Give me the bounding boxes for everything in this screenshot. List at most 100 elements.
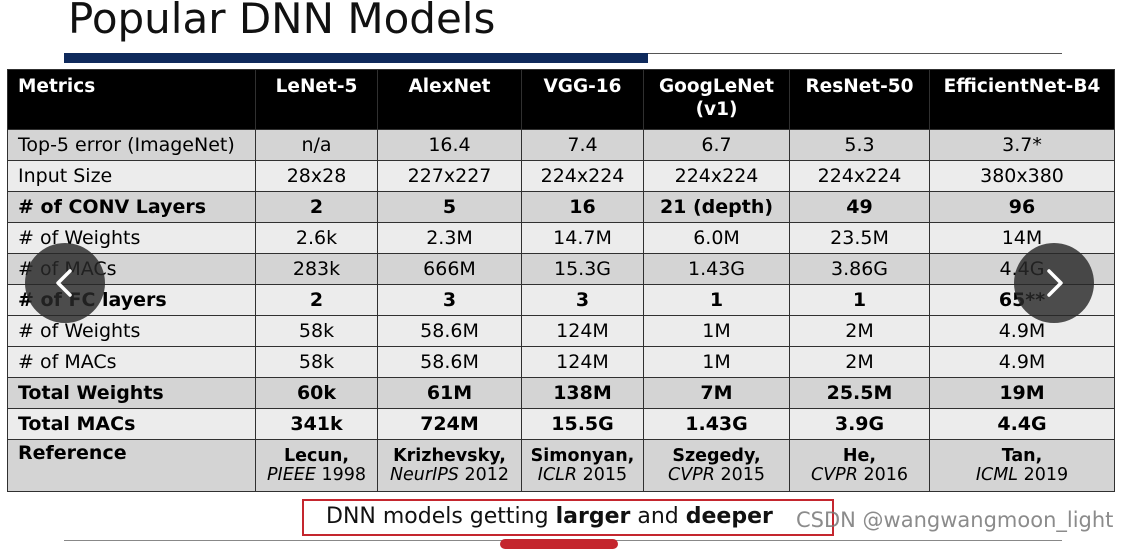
dnn-models-table: Metrics LeNet-5 AlexNet VGG-16 GoogLeNet… [7,69,1115,492]
table-row: # of CONV Layers 2 5 16 21 (depth) 49 96 [7,191,1115,223]
metric-label: # of MACs [7,346,256,378]
metric-value: 2M [789,315,930,347]
reference-author: Szegedy, [672,445,761,466]
metric-value: 1.43G [643,253,790,285]
title-accent-bar [64,53,648,63]
metric-value: 3.7* [929,129,1115,161]
reference-year: 2015 [577,464,628,485]
metric-value: 4.9M [929,315,1115,347]
metric-value: 61M [377,377,522,409]
metric-value: 224x224 [643,160,790,192]
table-row: # of FC layers2331165** [7,284,1115,316]
reference-venue: ICLR 2015 [523,464,643,485]
metric-label: Input Size [7,160,256,192]
reference-year: 2012 [458,464,510,485]
header-metrics: Metrics [7,69,256,130]
header-lenet: LeNet-5 [255,69,378,130]
metric-value: 6.0M [643,222,790,254]
callout-text-pre: DNN models getting [326,504,556,529]
metric-value: 724M [377,408,522,440]
reference-venue: PIEEE 1998 [257,464,377,485]
metric-value: 227x227 [377,160,522,192]
metric-value: 7.4 [521,129,644,161]
reference-year: 1998 [315,464,366,485]
metric-value: 25.5M [789,377,930,409]
table-row: # of Weights 58k 58.6M 124M 1M 2M 4.9M [7,315,1115,347]
reference-author: He, [842,445,877,466]
reference-cell: He, CVPR 2016 [789,439,930,492]
table-row: # of Weights 2.6k 2.3M 14.7M 6.0M 23.5M 14M [7,222,1115,254]
metric-value: 21 (depth) [643,191,790,223]
metric-value: 6.7 [643,129,790,161]
reference-author: Tan, [1001,445,1043,466]
metric-value: 96 [929,191,1115,223]
metric-label: Top-5 error (ImageNet) [7,129,256,161]
metric-value: 124M [521,315,644,347]
table-row: Total MACs 341k 724M 15.5G 1.43G 3.9G 4.4G [7,408,1115,440]
metric-label: # of CONV Layers [7,191,256,223]
reference-venue-name: PIEEE [267,464,316,485]
metric-value: 23.5M [789,222,930,254]
metric-label: Total Weights [7,377,256,409]
header-resnet: ResNet-50 [789,69,930,130]
metric-value: 58.6M [377,315,522,347]
callout-larger: larger [555,504,631,529]
header-alexnet: AlexNet [377,69,522,130]
reference-venue-name: NeurIPS [389,464,459,485]
metric-value: 2 [255,191,378,223]
reference-cell: Szegedy, CVPR 2015 [643,439,790,492]
metric-value: 3.9G [789,408,930,440]
metric-value: 5 [377,191,522,223]
metric-value: 224x224 [789,160,930,192]
metric-value: 58k [255,346,378,378]
metric-value: 283k [255,253,378,285]
metric-value: 380x380 [929,160,1115,192]
metric-value: 1 [643,284,790,316]
metric-label: # of Weights [7,315,256,347]
metric-value: 58k [255,315,378,347]
metric-value: 5.3 [789,129,930,161]
metric-value: 14.7M [521,222,644,254]
reference-venue: NeurIPS 2012 [379,464,521,485]
reference-year: 2019 [1018,464,1069,485]
metric-value: 4.4G [929,408,1115,440]
metric-value: 666M [377,253,522,285]
table-row: Top-5 error (ImageNet) n/a 16.4 7.4 6.7 5.3 3.… [7,129,1115,161]
metric-value: 15.5G [521,408,644,440]
reference-venue-name: CVPR [810,464,858,485]
callout-deeper: deeper [685,504,773,529]
reference-cell: Tan, ICML 2019 [929,439,1115,492]
metric-value: 16 [521,191,644,223]
reference-venue-name: ICLR [537,464,578,485]
metric-value: 2 [255,284,378,316]
metric-value: 3 [521,284,644,316]
header-googlenet-name: GoogLeNet [658,76,775,97]
metric-value: 1.43G [643,408,790,440]
metric-value: 3 [377,284,522,316]
reference-author: Lecun, [284,445,349,466]
metric-value: 28x28 [255,160,378,192]
reference-venue: CVPR 2015 [645,464,789,485]
header-googlenet-version: (v1) [695,99,738,120]
metric-value: 49 [789,191,930,223]
previous-slide-button[interactable] [25,243,105,323]
metric-value: 224x224 [521,160,644,192]
table-row: Total Weights 60k 61M 138M 7M 25.5M 19M [7,377,1115,409]
reference-cell: Simonyan, ICLR 2015 [521,439,644,492]
slide-title: Popular DNN Models [68,0,496,43]
reference-year: 2015 [714,464,765,485]
next-slide-button[interactable] [1014,243,1094,323]
reference-cell: Lecun, PIEEE 1998 [255,439,378,492]
reference-label: Reference [7,439,256,492]
metric-label: Total MACs [7,408,256,440]
metric-value: 16.4 [377,129,522,161]
reference-year: 2016 [857,464,908,485]
metric-value: 3.86G [789,253,930,285]
reference-author: Krizhevsky, [393,445,506,466]
chevron-left-icon [56,269,72,297]
table-row: # of MACs 58k 58.6M 124M 1M 2M 4.9M [7,346,1115,378]
metric-value: 1M [643,315,790,347]
reference-venue-name: CVPR [667,464,715,485]
metric-value: 138M [521,377,644,409]
